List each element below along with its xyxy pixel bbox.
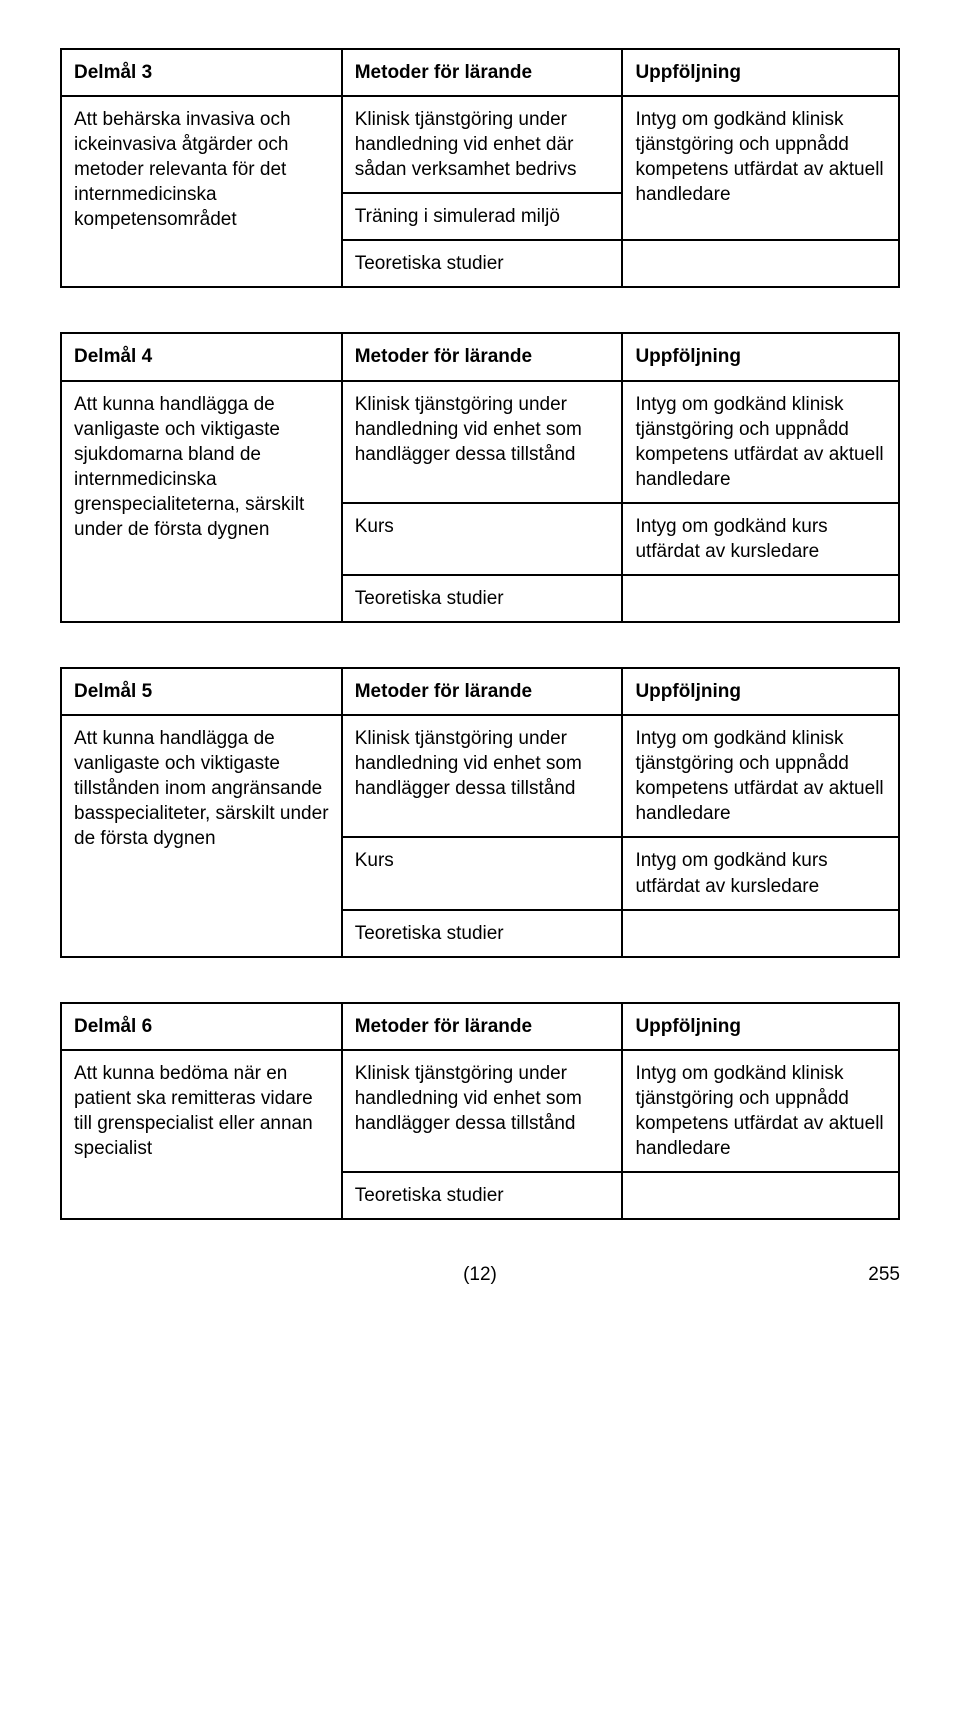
cell-followup: Intyg om godkänd klinisk tjänstgöring oc… bbox=[622, 1050, 899, 1172]
cell-method: Kurs bbox=[342, 837, 623, 909]
cell-method: Teoretiska studier bbox=[342, 910, 623, 957]
cell-followup bbox=[622, 910, 899, 957]
table-row: Delmål 5 Metoder för lärande Uppföljning bbox=[61, 668, 899, 715]
th-methods: Metoder för lärande bbox=[342, 333, 623, 380]
table-delmal-5: Delmål 5 Metoder för lärande Uppföljning… bbox=[60, 667, 900, 958]
th-methods: Metoder för lärande bbox=[342, 49, 623, 96]
cell-followup bbox=[622, 240, 899, 287]
cell-method: Teoretiska studier bbox=[342, 1172, 623, 1219]
th-goal: Delmål 6 bbox=[61, 1003, 342, 1050]
page-number: 255 bbox=[868, 1264, 900, 1286]
cell-followup: Intyg om godkänd klinisk tjänstgöring oc… bbox=[622, 715, 899, 837]
cell-method: Teoretiska studier bbox=[342, 240, 623, 287]
th-goal: Delmål 5 bbox=[61, 668, 342, 715]
table-row: Att kunna handlägga de vanligaste och vi… bbox=[61, 715, 899, 837]
cell-goal-desc: Att kunna bedöma när en patient ska remi… bbox=[61, 1050, 342, 1219]
th-followup: Uppföljning bbox=[622, 1003, 899, 1050]
cell-method: Träning i simulerad miljö bbox=[342, 193, 623, 240]
cell-followup: Intyg om godkänd klinisk tjänstgöring oc… bbox=[622, 381, 899, 503]
cell-goal-desc: Att behärska invasiva och ickeinvasiva å… bbox=[61, 96, 342, 287]
table-row: Att behärska invasiva och ickeinvasiva å… bbox=[61, 96, 899, 193]
th-goal: Delmål 3 bbox=[61, 49, 342, 96]
table-delmal-6: Delmål 6 Metoder för lärande Uppföljning… bbox=[60, 1002, 900, 1220]
cell-followup bbox=[622, 1172, 899, 1219]
cell-goal-desc: Att kunna handlägga de vanligaste och vi… bbox=[61, 715, 342, 957]
cell-followup: Intyg om godkänd kurs utfärdat av kursle… bbox=[622, 503, 899, 575]
table-row: Delmål 3 Metoder för lärande Uppföljning bbox=[61, 49, 899, 96]
table-delmal-3: Delmål 3 Metoder för lärande Uppföljning… bbox=[60, 48, 900, 288]
table-row: Delmål 6 Metoder för lärande Uppföljning bbox=[61, 1003, 899, 1050]
th-goal: Delmål 4 bbox=[61, 333, 342, 380]
cell-method: Klinisk tjänstgöring under handledning v… bbox=[342, 381, 623, 503]
cell-method: Klinisk tjänstgöring under handledning v… bbox=[342, 96, 623, 193]
table-delmal-4: Delmål 4 Metoder för lärande Uppföljning… bbox=[60, 332, 900, 623]
cell-method: Klinisk tjänstgöring under handledning v… bbox=[342, 1050, 623, 1172]
footer-center: (12) bbox=[463, 1264, 497, 1285]
th-methods: Metoder för lärande bbox=[342, 1003, 623, 1050]
cell-followup: Intyg om godkänd kurs utfärdat av kursle… bbox=[622, 837, 899, 909]
cell-followup bbox=[622, 575, 899, 622]
cell-followup: Intyg om godkänd klinisk tjänstgöring oc… bbox=[622, 96, 899, 240]
th-followup: Uppföljning bbox=[622, 668, 899, 715]
cell-method: Kurs bbox=[342, 503, 623, 575]
th-methods: Metoder för lärande bbox=[342, 668, 623, 715]
th-followup: Uppföljning bbox=[622, 333, 899, 380]
table-row: Att kunna handlägga de vanligaste och vi… bbox=[61, 381, 899, 503]
table-row: Att kunna bedöma när en patient ska remi… bbox=[61, 1050, 899, 1172]
cell-goal-desc: Att kunna handlägga de vanligaste och vi… bbox=[61, 381, 342, 623]
page-footer: (12) 255 bbox=[60, 1264, 900, 1286]
table-row: Delmål 4 Metoder för lärande Uppföljning bbox=[61, 333, 899, 380]
th-followup: Uppföljning bbox=[622, 49, 899, 96]
cell-method: Teoretiska studier bbox=[342, 575, 623, 622]
cell-method: Klinisk tjänstgöring under handledning v… bbox=[342, 715, 623, 837]
